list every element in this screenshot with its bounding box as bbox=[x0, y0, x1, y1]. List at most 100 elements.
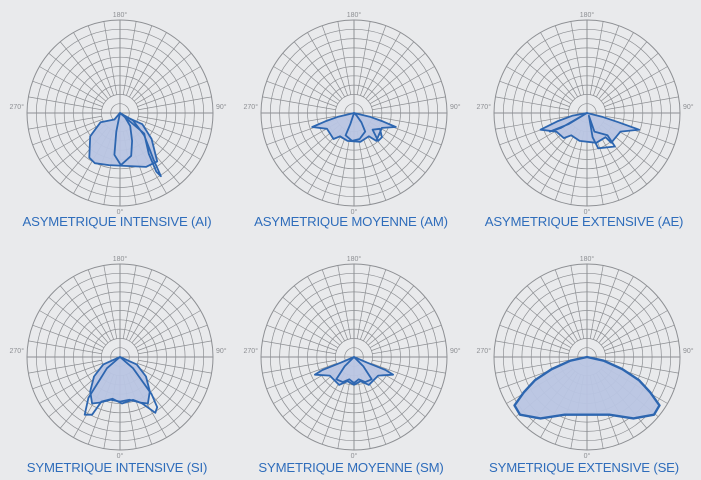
grid-spoke bbox=[540, 276, 579, 342]
grid-spoke bbox=[32, 363, 103, 390]
angle-label-180: 180° bbox=[113, 11, 128, 19]
grid-spoke bbox=[360, 25, 387, 96]
grid-spoke bbox=[73, 32, 112, 98]
grid-spoke bbox=[371, 80, 442, 107]
grid-spoke bbox=[495, 115, 569, 130]
grid-spoke bbox=[131, 285, 181, 343]
grid-spoke bbox=[372, 340, 446, 355]
grid-spoke bbox=[135, 310, 201, 349]
grid-spoke bbox=[506, 310, 572, 349]
grid-spoke bbox=[307, 32, 346, 98]
grid-spoke bbox=[554, 269, 581, 340]
angle-label-90: 90° bbox=[450, 347, 461, 355]
grid-spoke bbox=[103, 21, 118, 95]
grid-spoke bbox=[570, 131, 585, 205]
diagram-si: 180° 0° 270° 90° SYMETRIQUE INTENSIVE (SI) bbox=[0, 240, 234, 480]
angle-label-0: 0° bbox=[351, 452, 358, 460]
intensity-curve bbox=[335, 356, 373, 384]
grid-spoke bbox=[59, 285, 109, 343]
grid-spoke bbox=[515, 52, 573, 102]
grid-spoke bbox=[135, 66, 201, 105]
grid-spoke bbox=[273, 310, 339, 349]
angle-label-0: 0° bbox=[117, 452, 124, 460]
grid-spoke bbox=[32, 119, 103, 146]
diagram-am: 180° 0° 270° 90° ASYMETRIQUE MOYENNE (AM) bbox=[234, 0, 468, 240]
grid-spoke bbox=[73, 276, 112, 342]
grid-spoke bbox=[601, 296, 659, 346]
grid-spoke bbox=[362, 32, 401, 98]
grid-spoke bbox=[138, 96, 212, 111]
grid-spoke bbox=[595, 276, 634, 342]
angle-label-270: 270° bbox=[10, 347, 25, 355]
grid-spoke bbox=[126, 269, 153, 340]
grid-spoke bbox=[602, 310, 668, 349]
polar-diagram: 180° 0° 270° 90° bbox=[244, 255, 461, 460]
grid-spoke bbox=[266, 324, 337, 351]
grid-spoke bbox=[495, 359, 569, 374]
grid-spoke bbox=[604, 324, 675, 351]
grid-spoke bbox=[134, 296, 192, 346]
diagram-sm: 180° 0° 270° 90° SYMETRIQUE MOYENNE (SM) bbox=[234, 240, 468, 480]
grid-spoke bbox=[360, 130, 387, 201]
grid-spoke bbox=[598, 285, 648, 343]
diagram-caption: ASYMETRIQUE EXTENSIVE (AE) bbox=[484, 214, 684, 229]
grid-spoke bbox=[337, 265, 352, 339]
diagram-caption: SYMETRIQUE EXTENSIVE (SE) bbox=[489, 460, 679, 475]
grid-spoke bbox=[605, 359, 679, 374]
grid-spoke bbox=[365, 41, 415, 99]
intensity-curve bbox=[88, 112, 159, 168]
grid-spoke bbox=[365, 285, 415, 343]
grid-spoke bbox=[540, 32, 579, 98]
angle-label-270: 270° bbox=[477, 347, 492, 355]
angle-label-180: 180° bbox=[347, 255, 362, 263]
grid-spoke bbox=[570, 21, 585, 95]
diagram-ae: 180° 0° 270° 90° ASYMETRIQUE EXTENSIVE (AE) bbox=[467, 0, 701, 240]
grid-spoke bbox=[39, 310, 105, 349]
grid-spoke bbox=[362, 276, 401, 342]
intensity-curve bbox=[548, 112, 588, 133]
grid-spoke bbox=[137, 119, 208, 146]
grid-spoke bbox=[499, 80, 570, 107]
grid-spoke bbox=[356, 375, 371, 449]
grid-spoke bbox=[138, 359, 212, 374]
grid-spoke bbox=[131, 41, 181, 99]
angle-label-270: 270° bbox=[477, 103, 492, 111]
intensity-curve bbox=[513, 355, 661, 420]
intensity-curve bbox=[344, 112, 367, 142]
intensity-curve bbox=[113, 112, 133, 166]
grid-spoke bbox=[372, 359, 446, 374]
polar-diagram: 180° 0° 270° 90° bbox=[477, 11, 694, 216]
angle-label-0: 0° bbox=[584, 452, 591, 460]
grid-spoke bbox=[122, 21, 137, 95]
grid-spoke bbox=[321, 130, 348, 201]
grid-spoke bbox=[32, 324, 103, 351]
grid-spoke bbox=[137, 363, 208, 390]
grid-spoke bbox=[103, 265, 118, 339]
polar-diagram: 180° 0° 270° 90° bbox=[244, 11, 461, 216]
grid-spoke bbox=[598, 41, 648, 99]
grid-spoke bbox=[554, 25, 581, 96]
intensity-curve bbox=[588, 114, 616, 150]
grid-spoke bbox=[589, 265, 604, 339]
grid-spoke bbox=[605, 96, 679, 111]
grid-spoke bbox=[262, 96, 336, 111]
grid-spoke bbox=[134, 52, 192, 102]
grid-spoke bbox=[337, 21, 352, 95]
angle-label-90: 90° bbox=[683, 103, 694, 111]
grid-spoke bbox=[499, 324, 570, 351]
grid-spoke bbox=[589, 21, 604, 95]
grid-spoke bbox=[526, 41, 576, 99]
intensity-curve bbox=[539, 112, 640, 144]
grid-spoke bbox=[593, 269, 620, 340]
angle-label-0: 0° bbox=[351, 208, 358, 216]
grid-spoke bbox=[360, 269, 387, 340]
grid-spoke bbox=[293, 41, 343, 99]
grid-spoke bbox=[593, 25, 620, 96]
intensity-curve bbox=[314, 356, 394, 386]
grid-spoke bbox=[495, 340, 569, 355]
grid-spoke bbox=[356, 265, 371, 339]
grid-spoke bbox=[262, 115, 336, 130]
grid-spoke bbox=[515, 296, 573, 346]
grid-spoke bbox=[39, 365, 105, 404]
diagram-ai: 180° 0° 270° 90° ASYMETRIQUE INTENSIVE (AI) bbox=[0, 0, 234, 240]
